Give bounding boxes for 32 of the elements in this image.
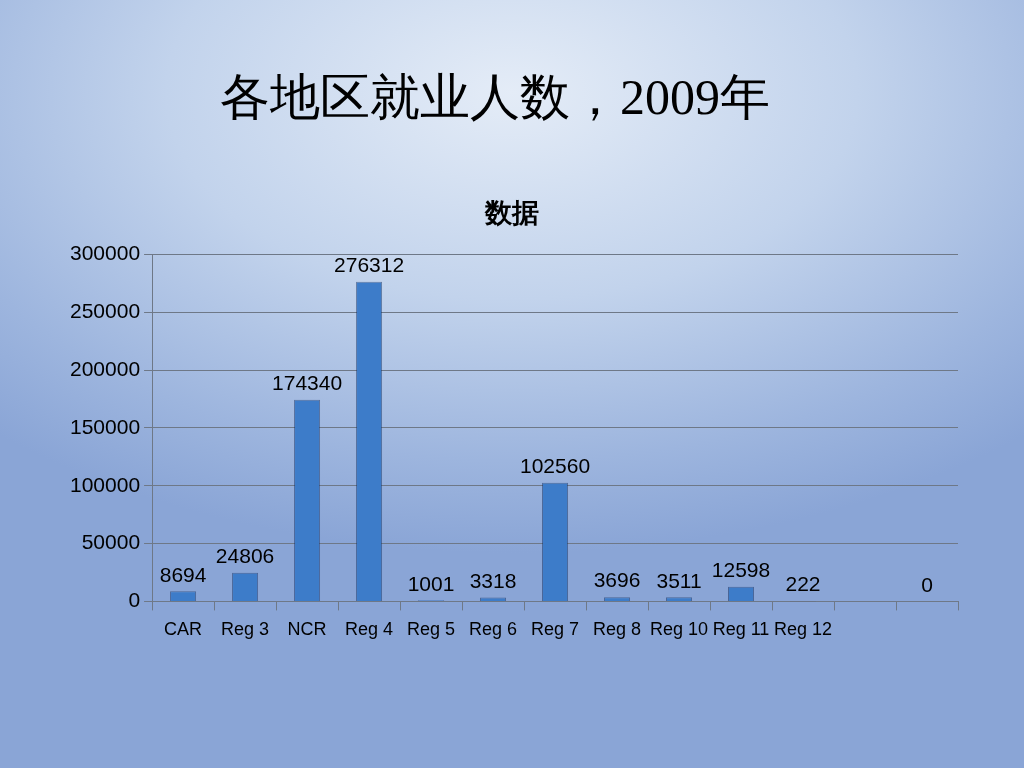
data-label: 222 — [785, 572, 821, 596]
y-tick-label: 100000 — [70, 472, 141, 496]
x-tick-label: Reg 5 — [407, 619, 456, 640]
data-label: 12598 — [711, 558, 771, 582]
x-tick-label: Reg 7 — [531, 619, 580, 640]
x-tick-label: Reg 6 — [469, 619, 518, 640]
data-label: 276312 — [334, 253, 405, 277]
chart-subtitle: 数据 — [484, 197, 539, 228]
x-tick-label: Reg 4 — [345, 619, 394, 640]
x-tick-label: Reg 11 — [712, 619, 770, 640]
y-tick-label: 150000 — [70, 414, 141, 438]
data-label: 24806 — [215, 544, 275, 567]
y-tick-label: 0 — [128, 588, 141, 612]
data-label: 0 — [921, 572, 933, 596]
y-tick-label: 250000 — [70, 299, 141, 323]
data-label: 3511 — [656, 568, 702, 592]
x-tick-label: Reg 10 — [650, 619, 709, 640]
y-tick-label: 300000 — [70, 241, 141, 265]
x-tick-label: CAR — [164, 619, 203, 640]
chart-title: 各地区就业人数，2009年 — [219, 68, 771, 127]
data-label: 8694 — [159, 562, 207, 586]
data-label: 174340 — [272, 371, 343, 395]
x-tick-label: Reg 3 — [221, 619, 270, 640]
data-label: 102560 — [520, 454, 591, 478]
y-tick-label: 200000 — [70, 356, 141, 380]
y-tick-label: 50000 — [81, 530, 141, 554]
x-tick-label: Reg 8 — [593, 619, 642, 640]
x-tick-label: Reg 12 — [773, 619, 833, 640]
x-tick-label: NCR — [287, 619, 327, 640]
data-label: 3696 — [593, 568, 641, 592]
data-label: 1001 — [407, 571, 455, 595]
data-label: 3318 — [469, 568, 517, 592]
